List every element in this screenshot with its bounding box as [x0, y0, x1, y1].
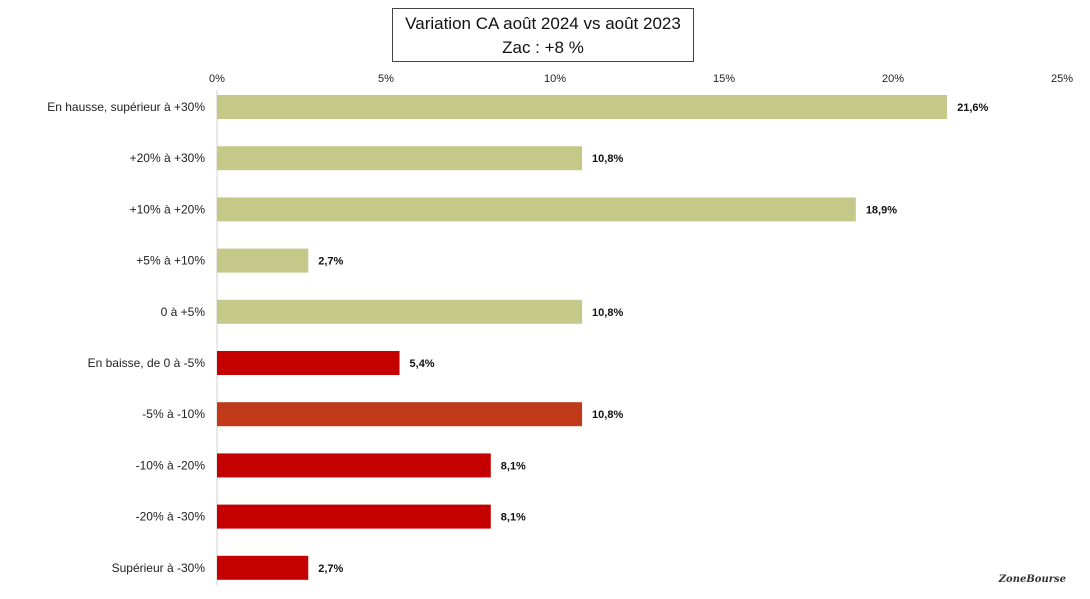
bar: [217, 351, 400, 375]
chart-subtitle: Zac : +8 %: [502, 38, 584, 57]
category-label: -10% à -20%: [136, 458, 206, 472]
x-tick-label: 0%: [209, 73, 225, 85]
bar: [217, 146, 583, 171]
data-label: 8,1%: [501, 512, 526, 524]
x-tick-label: 15%: [713, 73, 735, 85]
category-label: 0 à +5%: [161, 305, 206, 319]
chart-title: Variation CA août 2024 vs août 2023: [405, 14, 681, 33]
data-label: 5,4%: [410, 358, 435, 370]
data-label: 10,8%: [592, 409, 623, 421]
category-label: +10% à +20%: [130, 202, 206, 216]
data-label: 10,8%: [592, 153, 623, 165]
data-label: 2,7%: [318, 563, 343, 575]
chart-title-box: Variation CA août 2024 vs août 2023 Zac …: [392, 8, 694, 62]
x-tick-label: 20%: [882, 73, 904, 85]
data-label: 8,1%: [501, 460, 526, 472]
category-label: +20% à +30%: [130, 151, 206, 165]
category-label: +5% à +10%: [136, 254, 205, 268]
x-tick-label: 25%: [1051, 73, 1073, 85]
bar: [217, 197, 856, 222]
data-label: 10,8%: [592, 307, 623, 319]
data-label: 2,7%: [318, 256, 343, 268]
signature-logo: ZoneBourse: [998, 574, 1066, 585]
category-label: -5% à -10%: [142, 407, 205, 421]
bar: [217, 402, 583, 427]
data-label: 18,9%: [866, 204, 897, 216]
bar: [217, 299, 583, 324]
data-label: 21,6%: [957, 102, 988, 114]
bar: [217, 453, 491, 478]
bar: [217, 95, 948, 119]
bar: [217, 555, 309, 580]
category-label: Supérieur à -30%: [112, 561, 206, 575]
category-label: -20% à -30%: [136, 510, 206, 524]
bar: [217, 248, 309, 273]
category-label: En hausse, supérieur à +30%: [47, 100, 205, 114]
category-label: En baisse, de 0 à -5%: [88, 356, 206, 370]
x-tick-label: 5%: [378, 73, 394, 85]
x-tick-label: 10%: [544, 73, 566, 85]
bar: [217, 504, 491, 529]
